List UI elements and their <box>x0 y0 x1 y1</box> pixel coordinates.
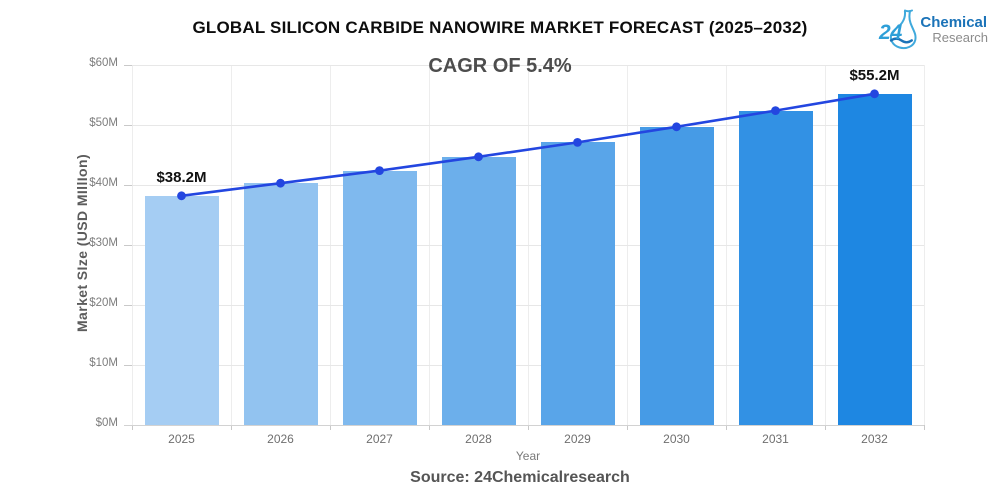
y-tick-label: $40M <box>89 177 118 189</box>
y-tick-label: $60M <box>89 57 118 69</box>
bar-2031 <box>738 110 813 425</box>
y-tick-label: $50M <box>89 117 118 129</box>
y-gridline <box>132 364 924 366</box>
x-axis-line <box>124 424 924 426</box>
y-axis-tick <box>124 124 132 126</box>
logo-line1: Chemical <box>920 14 988 32</box>
bar-2032 <box>837 93 912 425</box>
y-axis-tick <box>124 244 132 246</box>
y-axis-tick <box>124 364 132 366</box>
x-axis-tick <box>131 425 133 430</box>
flask-icon: 24 <box>878 9 917 50</box>
x-axis-tick <box>527 425 529 430</box>
source-text: Source: 24Chemicalresearch <box>410 469 630 486</box>
x-tick-label-2032: 2032 <box>861 432 888 446</box>
x-axis-tick <box>230 425 232 430</box>
data-label-2025: $38.2M <box>156 168 207 186</box>
x-tick-label-2025: 2025 <box>168 432 195 446</box>
x-tick-label-2028: 2028 <box>465 432 492 446</box>
y-gridline <box>132 304 924 306</box>
y-tick-label: $0M <box>95 417 118 429</box>
y-axis-tick <box>124 304 132 306</box>
y-tick-label: $10M <box>89 357 118 369</box>
x-tick-label-2030: 2030 <box>663 432 690 446</box>
x-tick-label-2031: 2031 <box>762 432 789 446</box>
x-axis-tick <box>626 425 628 430</box>
bar-2028 <box>441 156 516 425</box>
data-label-2032: $55.2M <box>849 66 900 84</box>
x-axis-tick <box>329 425 331 430</box>
chart-subtitle: CAGR OF 5.4% <box>428 55 572 77</box>
x-tick-label-2026: 2026 <box>267 432 294 446</box>
logo-line2: Research <box>932 30 988 46</box>
logo-number: 24 <box>878 21 903 44</box>
bar-2027 <box>342 170 417 425</box>
x-axis-tick <box>428 425 430 430</box>
y-gridline <box>132 244 924 246</box>
x-axis-title: Year <box>515 449 541 463</box>
bar-2029 <box>540 142 615 425</box>
chart-title: GLOBAL SILICON CARBIDE NANOWIRE MARKET F… <box>192 18 808 37</box>
logo-text: Chemical Research <box>920 15 988 44</box>
bar-2026 <box>243 183 318 425</box>
x-axis-tick <box>824 425 826 430</box>
x-tick-label-2029: 2029 <box>564 432 591 446</box>
y-axis-tick <box>124 184 132 186</box>
y-gridline <box>132 64 924 66</box>
logo: 24 Chemical Research <box>876 6 988 54</box>
bar-2030 <box>639 126 714 425</box>
y-axis-tick <box>124 64 132 66</box>
x-gridline <box>923 65 925 425</box>
x-tick-label-2027: 2027 <box>366 432 393 446</box>
x-axis-tick <box>923 425 925 430</box>
y-tick-label: $20M <box>89 297 118 309</box>
y-tick-label: $30M <box>89 237 118 249</box>
x-axis-tick <box>725 425 727 430</box>
bar-2025 <box>144 195 219 425</box>
